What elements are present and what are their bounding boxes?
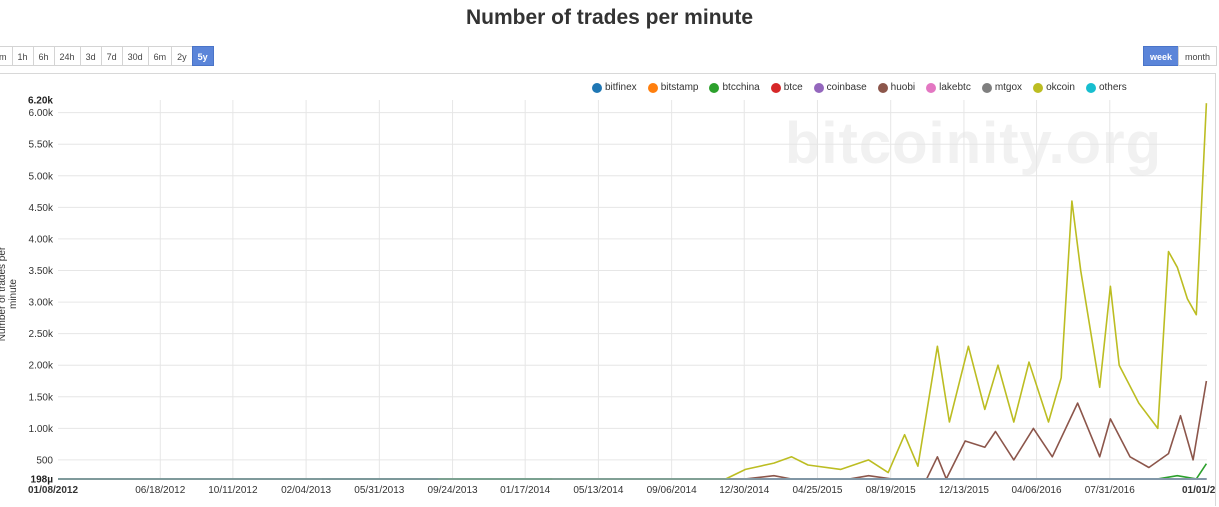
x-tick-label: 09/24/2013 [428,485,478,496]
legend-item-btcchina[interactable]: btcchina [709,82,760,93]
x-tick-label: 05/13/2014 [573,485,623,496]
legend-label-huobi: huobi [890,82,916,93]
legend-marker-btcchina [709,82,720,93]
x-tick-label: 06/18/2012 [135,485,185,496]
y-max-label: 6.20k [28,96,53,107]
y-tick-label: 4.50k [29,203,54,214]
chart-panel [0,73,1216,506]
series-line-btcchina [457,463,1208,480]
legend-marker-coinbase [813,82,824,93]
x-tick-label: 04/25/2015 [792,485,842,496]
y-tick-label: 2.00k [29,361,54,372]
period-button-month[interactable]: month [1178,46,1218,66]
y-tick-label: 5.00k [29,171,54,182]
legend-marker-bitstamp [647,82,658,93]
watermark: bitcoinity.org [785,111,1163,176]
y-tick-label: 4.00k [29,234,54,245]
legend-marker-okcoin [1033,82,1044,93]
legend-item-lakebtc[interactable]: lakebtc [926,82,971,93]
legend-item-others[interactable]: others [1085,82,1127,93]
legend-label-bitstamp: bitstamp [660,82,699,93]
legend-label-others: others [1098,82,1127,93]
chart-title: Number of trades per minute [465,6,754,29]
x-tick-label: 04/06/2016 [1012,485,1062,496]
x-tick-label: 07/31/2016 [1085,485,1135,496]
legend-item-bitstamp[interactable]: bitstamp [647,82,699,93]
y-tick-label: 6.00k [29,108,54,119]
legend-label-btce: btce [783,82,803,93]
legend-label-lakebtc: lakebtc [939,82,971,93]
x-tick-label: 01/17/2014 [500,485,550,496]
y-tick-label: 1.50k [29,392,54,403]
y-tick-label: 5.50k [29,140,54,151]
y-tick-label: 3.00k [29,298,54,309]
legend-item-huobi[interactable]: huobi [877,82,916,93]
legend-item-coinbase[interactable]: coinbase [813,82,867,93]
legend-item-btce[interactable]: btce [770,82,803,93]
legend-marker-bitfinex [592,82,602,93]
x-tick-label: 09/06/2014 [647,485,697,496]
chart-legend: bitfinex bitstamp btcchina btce coinbase huob… [592,82,1138,93]
period-button-week[interactable]: week [1143,46,1180,66]
y-tick-label: 3.50k [29,266,54,277]
x-tick-label: 12/13/2015 [939,485,989,496]
range-button-5y[interactable]: 5y [191,46,214,66]
legend-label-okcoin: okcoin [1046,82,1075,93]
y-tick-label: 2.50k [29,329,54,340]
legend-marker-huobi [877,82,888,93]
legend-label-bitfinex: bitfinex [605,82,637,93]
legend-label-mtgox: mtgox [994,82,1023,93]
legend-item-mtgox[interactable]: mtgox [981,82,1023,93]
x-tick-label: 05/31/2013 [354,485,404,496]
time-range-selector: m 1h 6h 24h 3d 7d 30d 6m 2y 5y [0,46,214,66]
y-tick-label: 500 [36,455,53,466]
legend-label-coinbase: coinbase [826,82,867,93]
legend-item-okcoin[interactable]: okcoin [1033,82,1075,93]
legend-marker-btce [770,82,781,93]
series-line-okcoin [438,103,1208,480]
x-tick-label: 01/01/2 [1182,485,1216,496]
x-tick-label: 01/08/2012 [28,485,78,496]
period-selector: week month [1143,46,1218,66]
legend-label-btcchina: btcchina [722,82,760,93]
x-tick-label: 08/19/2015 [866,485,916,496]
series-line-huobi [438,380,1208,480]
y-tick-label: 1.00k [29,424,54,435]
legend-marker-others [1085,82,1096,93]
y-min-label: 198µ [31,475,54,486]
legend-marker-mtgox [981,82,992,93]
x-tick-label: 10/11/2012 [208,485,258,496]
x-tick-label: 12/30/2014 [719,485,769,496]
legend-marker-lakebtc [926,82,937,93]
x-tick-label: 02/04/2013 [281,485,331,496]
legend-item-bitfinex[interactable]: bitfinex [592,82,637,93]
